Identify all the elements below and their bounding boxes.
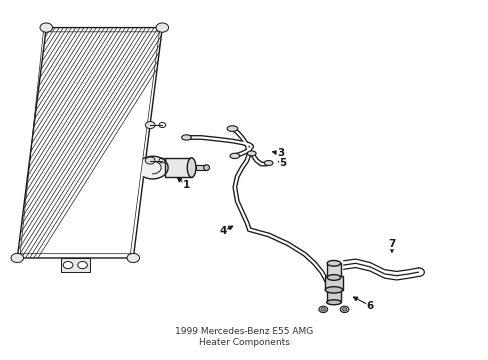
Ellipse shape <box>326 275 340 280</box>
Ellipse shape <box>326 260 340 266</box>
Text: 7: 7 <box>387 239 395 249</box>
Ellipse shape <box>181 135 191 140</box>
Text: 4: 4 <box>219 226 226 237</box>
Ellipse shape <box>247 151 256 156</box>
Ellipse shape <box>321 308 325 311</box>
Text: 2: 2 <box>142 159 149 169</box>
Text: 1999 Mercedes-Benz E55 AMG
Heater Components: 1999 Mercedes-Benz E55 AMG Heater Compon… <box>175 327 313 347</box>
Circle shape <box>156 23 168 32</box>
Text: 1: 1 <box>183 180 190 190</box>
Ellipse shape <box>318 306 327 312</box>
Text: 6: 6 <box>366 301 373 311</box>
Bar <box>326 263 340 278</box>
Ellipse shape <box>264 161 272 166</box>
Ellipse shape <box>340 306 348 312</box>
PathPatch shape <box>17 28 162 258</box>
Text: 5: 5 <box>279 158 286 168</box>
Bar <box>164 158 191 177</box>
Circle shape <box>78 261 87 269</box>
Ellipse shape <box>342 308 346 311</box>
Bar <box>325 276 342 290</box>
Circle shape <box>127 253 139 262</box>
Bar <box>61 258 90 272</box>
Ellipse shape <box>229 153 239 158</box>
Circle shape <box>40 23 53 32</box>
Circle shape <box>11 253 23 262</box>
Polygon shape <box>143 156 168 179</box>
Text: 3: 3 <box>277 148 284 158</box>
Circle shape <box>63 261 73 269</box>
Ellipse shape <box>325 287 342 293</box>
Circle shape <box>145 122 155 129</box>
Bar <box>196 165 206 170</box>
Circle shape <box>145 157 155 164</box>
Ellipse shape <box>203 165 209 170</box>
Bar <box>326 289 341 302</box>
Ellipse shape <box>226 126 237 131</box>
Ellipse shape <box>187 158 196 177</box>
Ellipse shape <box>326 300 341 305</box>
